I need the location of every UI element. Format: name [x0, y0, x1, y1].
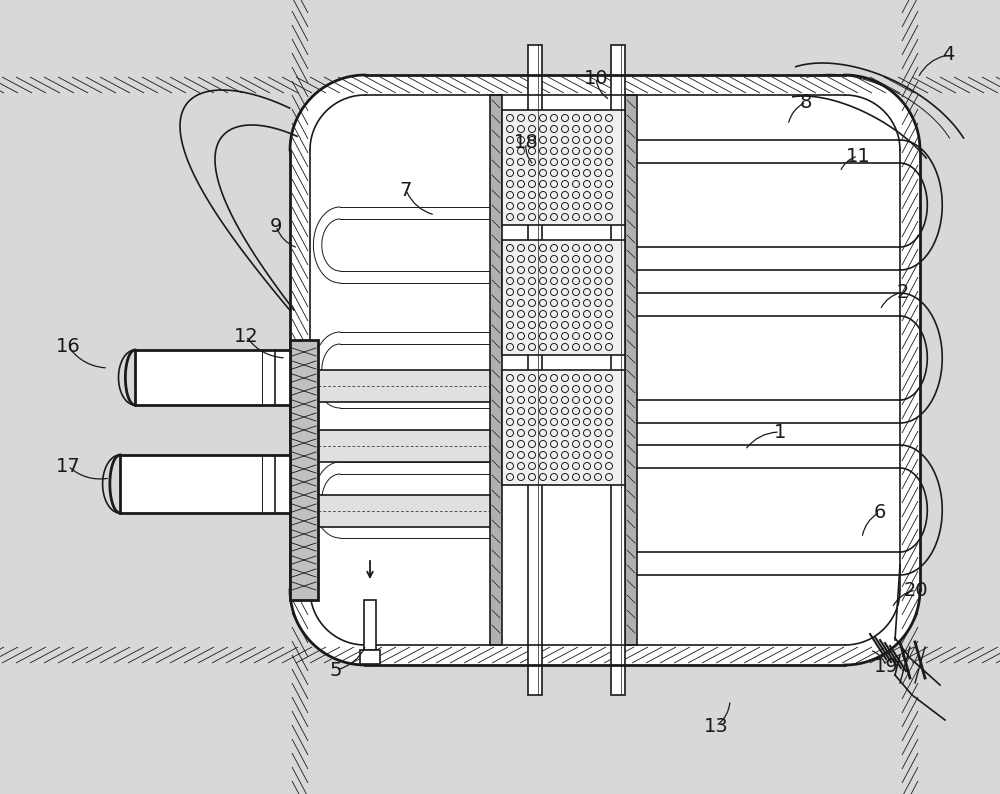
Bar	[318, 370, 490, 402]
Text: 20: 20	[904, 580, 928, 599]
Text: 11: 11	[846, 147, 870, 165]
Bar	[318, 495, 490, 527]
Polygon shape	[290, 75, 920, 665]
Bar	[528, 45, 542, 695]
Text: 5: 5	[330, 661, 342, 680]
Bar	[502, 110, 625, 225]
Text: 6: 6	[874, 503, 886, 522]
Bar	[611, 45, 625, 695]
Text: 8: 8	[800, 92, 812, 111]
Bar	[502, 370, 625, 485]
Bar	[625, 95, 637, 645]
Text: 16: 16	[56, 337, 80, 356]
Text: 1: 1	[774, 422, 786, 441]
Text: 7: 7	[400, 180, 412, 199]
Text: 13: 13	[704, 716, 728, 735]
Text: 10: 10	[584, 68, 608, 87]
Bar	[135, 350, 290, 405]
Bar	[502, 240, 625, 355]
Bar	[120, 455, 290, 513]
Text: 17: 17	[56, 457, 80, 476]
Text: 12: 12	[234, 326, 258, 345]
Text: 9: 9	[270, 217, 282, 236]
Bar	[490, 95, 502, 645]
Bar	[360, 650, 380, 664]
Bar	[318, 430, 490, 462]
Text: 19: 19	[874, 657, 898, 676]
Bar	[364, 600, 376, 650]
Text: 18: 18	[514, 133, 538, 152]
Bar	[290, 340, 318, 600]
Text: 4: 4	[942, 45, 954, 64]
Text: 2: 2	[897, 283, 909, 302]
